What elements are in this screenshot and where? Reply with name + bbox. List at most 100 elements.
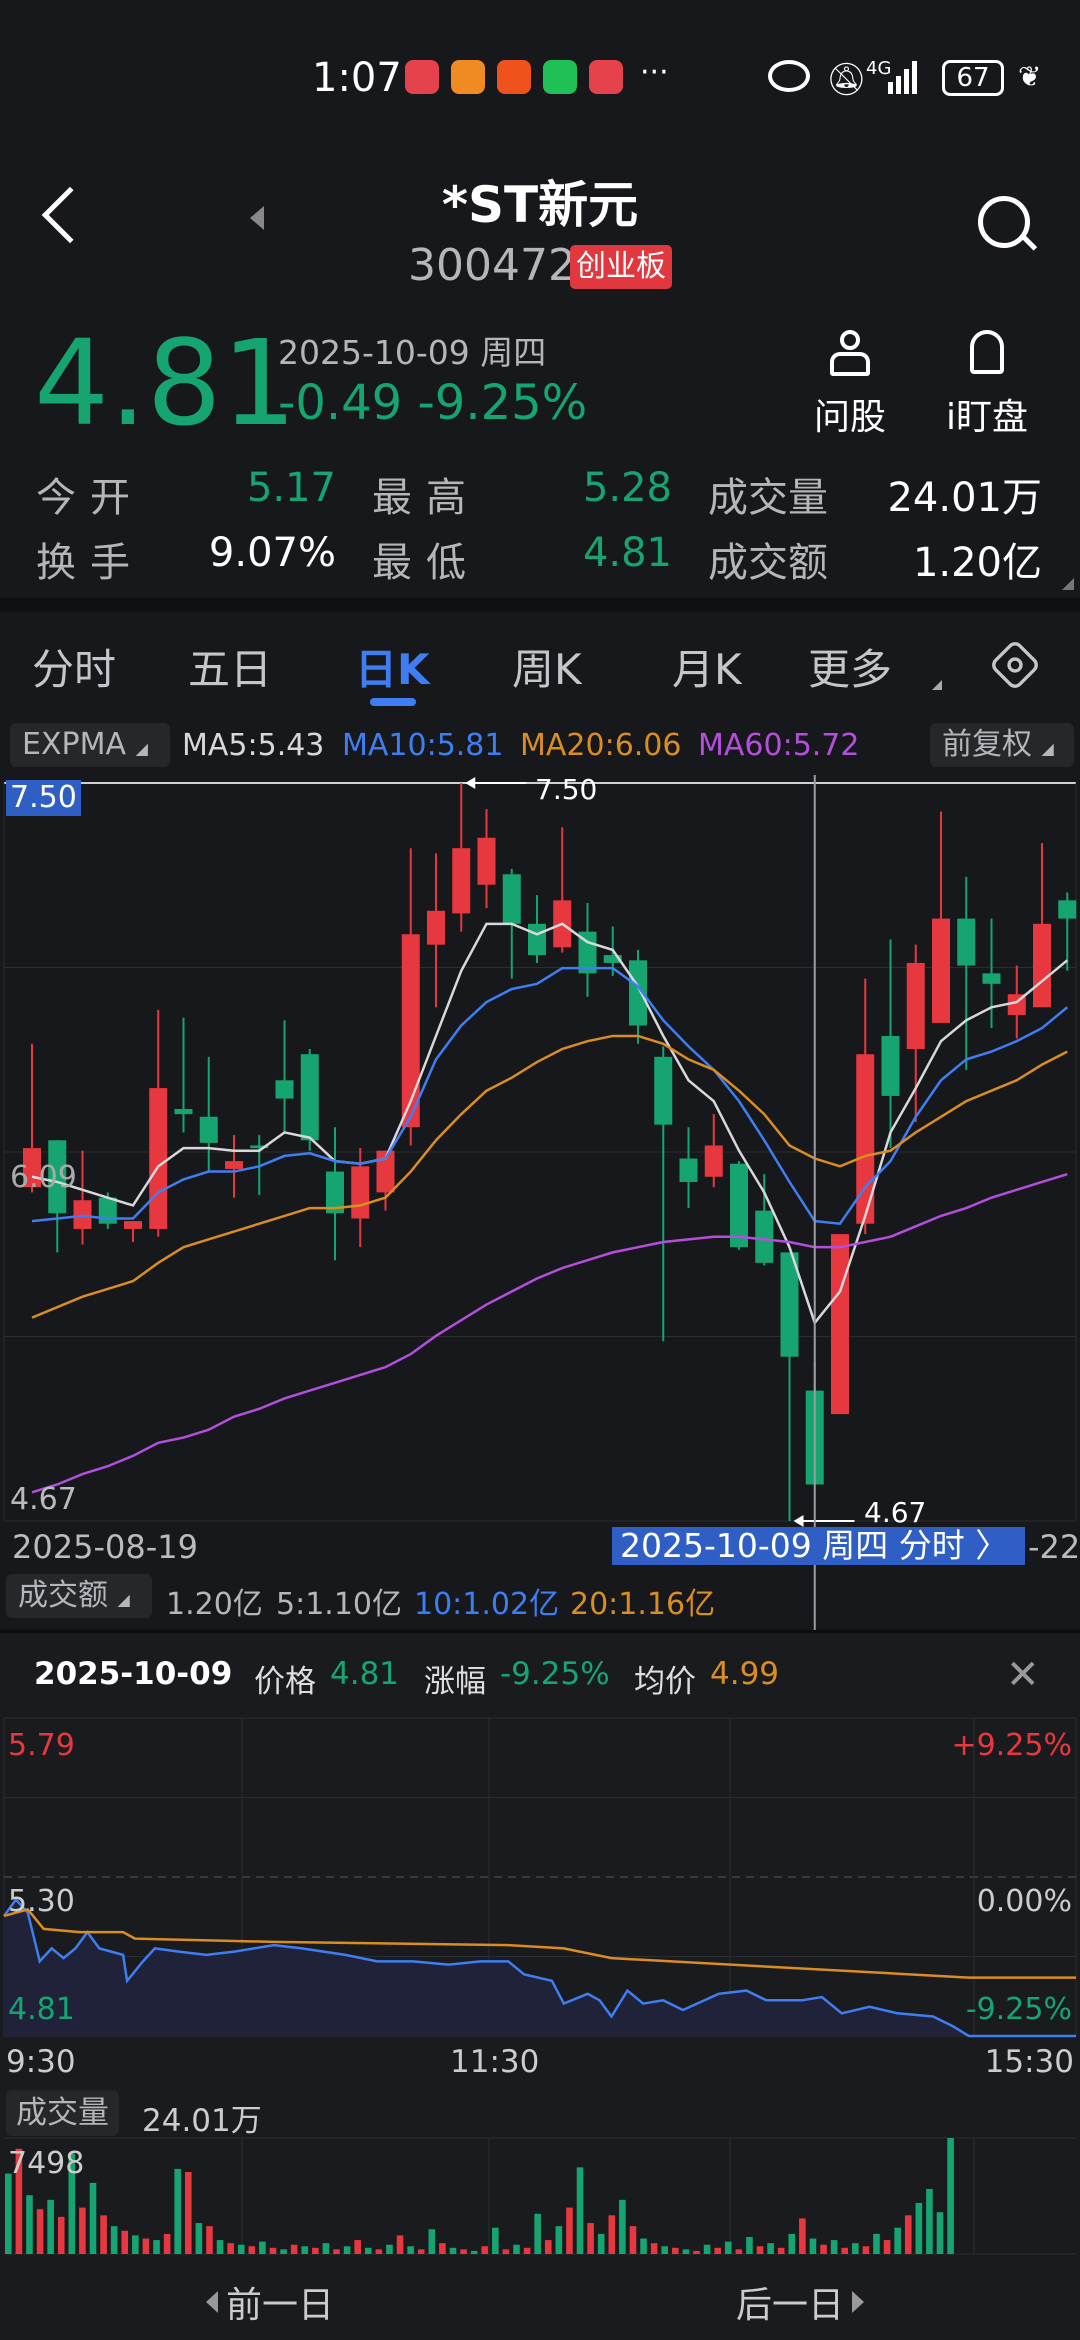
board-badge: 创业板 <box>570 245 672 289</box>
stat-amount-value: 1.20亿 <box>912 540 1042 586</box>
volume-bar <box>449 2247 457 2254</box>
candle-body <box>275 1080 294 1099</box>
signal-icon <box>888 60 917 94</box>
volume-bar <box>873 2233 880 2254</box>
candle-body <box>225 1161 243 1169</box>
volume-bar <box>100 2215 107 2254</box>
tab-daily-k[interactable]: 日K <box>355 645 430 694</box>
candle-body <box>957 918 976 966</box>
stat-open-value: 5.17 <box>246 465 336 511</box>
adjust-selector[interactable]: 前复权 ◢ <box>930 723 1074 767</box>
volume-bar <box>174 2168 181 2254</box>
ask-stock-button[interactable]: 问股 <box>808 330 892 440</box>
settings-icon[interactable] <box>988 638 1042 692</box>
mute-bell-icon: 🔕︎ <box>826 60 867 98</box>
volume-bar <box>396 2235 404 2254</box>
volume-bar <box>470 2250 478 2254</box>
volume-bar <box>534 2213 541 2254</box>
candle-body <box>401 934 420 1128</box>
volume-bar <box>809 2238 817 2254</box>
indicator-selector[interactable]: EXPMA ◢ <box>10 723 170 767</box>
volume-bar <box>682 2249 690 2254</box>
volume-bar <box>407 2246 414 2254</box>
volume-bar <box>820 2244 827 2254</box>
expand-stats-icon[interactable] <box>1062 578 1074 590</box>
tab-more[interactable]: 更多 <box>808 645 893 694</box>
candle-body <box>351 1166 370 1219</box>
intraday-pct-label: 涨幅 <box>424 1664 486 1700</box>
volume-bar <box>216 2240 224 2254</box>
candle-body <box>982 973 1001 984</box>
volume-bar <box>375 2249 383 2254</box>
volume-bar <box>544 2240 552 2254</box>
volume-bar <box>386 2244 393 2254</box>
volume-bar <box>322 2243 330 2254</box>
adjust-label: 前复权 <box>942 727 1032 762</box>
volume-bar <box>904 2215 912 2254</box>
search-button[interactable] <box>978 196 1030 248</box>
dropdown-icon: ◢ <box>135 739 148 758</box>
volume-bar <box>5 2173 12 2254</box>
avg-price-line <box>3 1908 1076 1979</box>
divider <box>0 598 1080 612</box>
volume-bar <box>153 2240 160 2254</box>
candle-body <box>376 1150 395 1193</box>
volume-bar <box>184 2172 192 2254</box>
candle-body <box>780 1252 799 1357</box>
ask-stock-label: 问股 <box>813 397 886 438</box>
previous-stock-arrow[interactable] <box>250 206 264 230</box>
ma60-value: MA60:5.72 <box>698 728 860 763</box>
amount-selector[interactable]: 成交额 ◢ <box>6 1574 152 1618</box>
volume-bar <box>68 2153 76 2254</box>
volume-bar <box>608 2215 616 2254</box>
candle-body <box>932 918 950 1023</box>
candle-body <box>199 1116 218 1143</box>
candle-body <box>124 1221 142 1229</box>
previous-day-button[interactable]: 前一日 <box>206 2276 334 2328</box>
stat-turnover-label: 换手 <box>36 540 144 586</box>
dropdown-icon: ◢ <box>1041 739 1054 758</box>
intraday-date: 2025-10-09 <box>34 1656 233 1692</box>
date-axis-start: 2025-08-19 <box>12 1528 198 1566</box>
dropdown-icon: ◢ <box>117 1590 130 1609</box>
volume-bar <box>26 2195 33 2254</box>
tab-intraday[interactable]: 分时 <box>32 645 117 694</box>
intraday-price-mid: 5.30 <box>8 1884 75 1919</box>
volume-bar <box>343 2246 351 2254</box>
volume-bar <box>513 2244 520 2254</box>
huawei-appgallery-icon <box>405 60 439 94</box>
volume-bar <box>132 2235 139 2254</box>
volume-bar <box>290 2244 298 2254</box>
volume-bar <box>799 2218 806 2254</box>
active-tab-indicator <box>370 698 416 706</box>
ma5-line <box>31 922 1069 1326</box>
volume-bar <box>619 2199 626 2254</box>
volume-bar <box>110 2226 118 2254</box>
close-icon[interactable]: ✕ <box>1006 1652 1040 1698</box>
volume-bar <box>15 2148 23 2254</box>
watch-button[interactable]: i盯盘 <box>940 330 1034 440</box>
more-notifications-icon: ··· <box>640 55 669 90</box>
volume-bar <box>36 2209 44 2254</box>
tab-monthly-k[interactable]: 月K <box>672 645 742 694</box>
crosshair-date-label[interactable]: 2025-10-09 周四 分时 〉 <box>612 1527 1025 1565</box>
candle-body <box>174 1108 193 1115</box>
volume-bar <box>756 2246 764 2254</box>
axis-top-label: 7.50 <box>6 780 81 816</box>
volume-bar <box>693 2250 700 2254</box>
power-saving-icon: ❦ <box>1018 60 1042 93</box>
kline-chart[interactable] <box>0 775 1080 1635</box>
volume-bar <box>830 2240 838 2254</box>
price-change: -0.49 -9.25% <box>278 375 587 431</box>
candle-body <box>730 1163 748 1248</box>
tab-five-day[interactable]: 五日 <box>188 645 273 694</box>
volume-bar <box>237 2244 245 2254</box>
stat-volume-value: 24.01万 <box>887 475 1042 521</box>
status-time: 1:07 <box>312 55 402 101</box>
candle-body <box>831 1234 849 1415</box>
next-day-button[interactable]: 后一日 <box>736 2276 865 2328</box>
current-price: 4.81 <box>34 314 297 452</box>
tab-weekly-k[interactable]: 周K <box>512 645 582 694</box>
price-line <box>2 1897 1076 2038</box>
volume-bar <box>248 2246 256 2254</box>
